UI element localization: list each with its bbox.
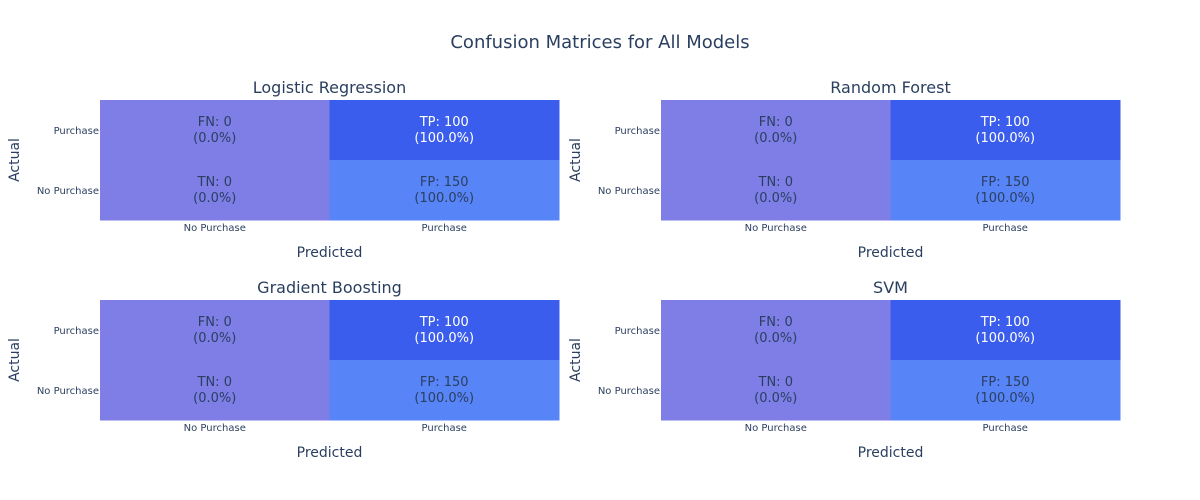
y-axis-title: Actual	[568, 338, 584, 382]
cell-percent-label: (0.0%)	[193, 391, 236, 406]
heatmap-cell-fn	[661, 300, 891, 361]
subplot-2: FN: 0(0.0%)TP: 100(100.0%)TN: 0(0.0%)FP:…	[7, 278, 560, 461]
heatmap-cell-tn	[661, 160, 891, 221]
y-tick-label: Purchase	[54, 326, 99, 337]
cell-percent-label: (100.0%)	[975, 391, 1035, 406]
x-tick-label: Purchase	[422, 423, 467, 434]
heatmap-cell-tn	[661, 360, 891, 421]
cell-percent-label: (100.0%)	[414, 131, 474, 146]
cell-value-label: TP: 100	[980, 315, 1030, 330]
y-tick-label: Purchase	[615, 326, 660, 337]
figure-title: Confusion Matrices for All Models	[450, 32, 750, 53]
y-axis-title: Actual	[7, 338, 23, 382]
y-tick-label: No Purchase	[598, 186, 660, 197]
cell-value-label: FP: 150	[420, 175, 469, 190]
cell-percent-label: (0.0%)	[193, 131, 236, 146]
y-tick-label: Purchase	[615, 126, 660, 137]
cell-value-label: FN: 0	[198, 315, 232, 330]
heatmap-cell-fp	[890, 360, 1121, 421]
cell-value-label: TN: 0	[758, 175, 793, 190]
subplot-1: FN: 0(0.0%)TP: 100(100.0%)TN: 0(0.0%)FP:…	[568, 78, 1121, 261]
heatmap-cell-fp	[329, 160, 560, 221]
x-tick-label: Purchase	[983, 223, 1028, 234]
x-tick-label: No Purchase	[745, 223, 807, 234]
heatmap-cell-tp	[890, 100, 1121, 161]
x-axis-title: Predicted	[858, 245, 924, 261]
x-axis-title: Predicted	[297, 445, 363, 461]
heatmap-cell-tn	[100, 160, 330, 221]
x-axis-title: Predicted	[858, 445, 924, 461]
cell-value-label: TP: 100	[980, 115, 1030, 130]
cell-percent-label: (0.0%)	[193, 191, 236, 206]
cell-percent-label: (100.0%)	[975, 331, 1035, 346]
cell-percent-label: (100.0%)	[975, 131, 1035, 146]
cell-percent-label: (0.0%)	[754, 191, 797, 206]
y-axis-title: Actual	[568, 138, 584, 182]
y-tick-label: Purchase	[54, 126, 99, 137]
heatmap-cell-fn	[100, 100, 330, 161]
heatmap-cell-tp	[890, 300, 1121, 361]
cell-value-label: FN: 0	[759, 315, 793, 330]
heatmap-cell-tp	[329, 100, 560, 161]
x-tick-label: No Purchase	[184, 223, 246, 234]
cell-value-label: TP: 100	[419, 315, 469, 330]
cell-value-label: TP: 100	[419, 115, 469, 130]
heatmap-cell-fn	[100, 300, 330, 361]
x-axis-title: Predicted	[297, 245, 363, 261]
cell-percent-label: (100.0%)	[414, 191, 474, 206]
heatmap-cell-tn	[100, 360, 330, 421]
heatmap-cell-fp	[890, 160, 1121, 221]
cell-percent-label: (100.0%)	[414, 331, 474, 346]
x-tick-label: Purchase	[983, 423, 1028, 434]
cell-percent-label: (0.0%)	[754, 131, 797, 146]
y-tick-label: No Purchase	[37, 186, 99, 197]
heatmap-cell-tp	[329, 300, 560, 361]
cell-value-label: FP: 150	[981, 175, 1030, 190]
cell-value-label: FP: 150	[981, 375, 1030, 390]
cell-value-label: TN: 0	[197, 375, 232, 390]
subplot-3: FN: 0(0.0%)TP: 100(100.0%)TN: 0(0.0%)FP:…	[568, 278, 1121, 461]
x-tick-label: No Purchase	[184, 423, 246, 434]
y-axis-title: Actual	[7, 138, 23, 182]
cell-percent-label: (0.0%)	[754, 331, 797, 346]
cell-value-label: TN: 0	[758, 375, 793, 390]
cell-percent-label: (100.0%)	[975, 191, 1035, 206]
x-tick-label: Purchase	[422, 223, 467, 234]
cell-percent-label: (100.0%)	[414, 391, 474, 406]
cell-value-label: TN: 0	[197, 175, 232, 190]
cell-value-label: FN: 0	[198, 115, 232, 130]
subplot-title: Random Forest	[830, 78, 950, 97]
cell-percent-label: (0.0%)	[754, 391, 797, 406]
heatmap-cell-fp	[329, 360, 560, 421]
y-tick-label: No Purchase	[598, 386, 660, 397]
cell-value-label: FN: 0	[759, 115, 793, 130]
cell-value-label: FP: 150	[420, 375, 469, 390]
x-tick-label: No Purchase	[745, 423, 807, 434]
y-tick-label: No Purchase	[37, 386, 99, 397]
subplot-title: SVM	[873, 278, 908, 297]
subplot-0: FN: 0(0.0%)TP: 100(100.0%)TN: 0(0.0%)FP:…	[7, 78, 560, 261]
subplot-title: Logistic Regression	[253, 78, 406, 97]
subplot-title: Gradient Boosting	[257, 278, 402, 297]
heatmap-cell-fn	[661, 100, 891, 161]
cell-percent-label: (0.0%)	[193, 331, 236, 346]
